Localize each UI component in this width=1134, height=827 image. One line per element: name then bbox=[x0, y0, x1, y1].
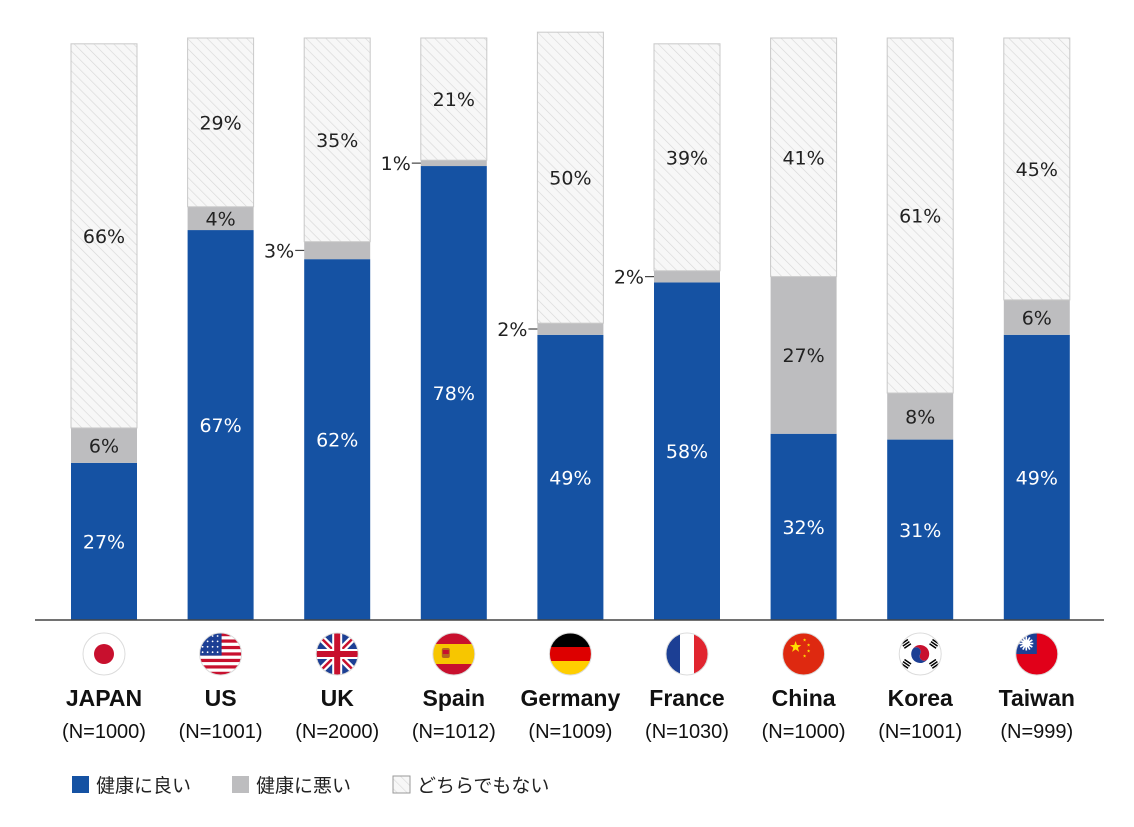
data-label-japan-good: 27% bbox=[83, 531, 125, 553]
bar-japan-bad bbox=[71, 427, 137, 463]
bar-china-bad bbox=[770, 276, 837, 434]
bar-us-good bbox=[187, 230, 254, 620]
data-label-korea-bad: 8% bbox=[905, 406, 935, 428]
data-label-korea-good: 31% bbox=[899, 520, 941, 542]
country-label-germany: Germany bbox=[521, 685, 621, 711]
x-axis-labels: JAPAN (N=1000) US (N=1001) UK (N=2000) Spain (N… bbox=[62, 685, 1075, 743]
legend: 健康に良い 健康に悪い どちらでもない bbox=[72, 775, 549, 797]
data-label-china-good: 32% bbox=[782, 517, 824, 539]
bars-layer: 27% 6% 66% 67% 4% 29% 62% 3% 35% 78% 1% 21% 49% 2% 50%… bbox=[70, 31, 1071, 621]
data-label-germany-neutral: 50% bbox=[549, 168, 591, 190]
data-label-taiwan-good: 49% bbox=[1016, 467, 1058, 489]
bar-france-bad bbox=[654, 270, 720, 283]
data-label-us-good: 67% bbox=[199, 415, 241, 437]
spain-flag-icon bbox=[432, 632, 476, 676]
sample-size-uk: (N=2000) bbox=[295, 721, 379, 743]
uk-flag-icon bbox=[315, 632, 359, 676]
china-flag-icon bbox=[782, 632, 826, 676]
sample-size-japan: (N=1000) bbox=[62, 721, 146, 743]
data-label-spain-neutral: 21% bbox=[433, 89, 475, 111]
data-label-taiwan-bad: 6% bbox=[1022, 307, 1052, 329]
country-label-france: France bbox=[649, 685, 724, 711]
sample-size-taiwan: (N=999) bbox=[1000, 721, 1073, 743]
data-label-germany-bad: 2% bbox=[497, 319, 527, 341]
data-label-uk-neutral: 35% bbox=[316, 130, 358, 152]
bar-uk-neutral bbox=[303, 37, 371, 243]
sample-size-spain: (N=1012) bbox=[412, 721, 496, 743]
country-label-korea: Korea bbox=[888, 685, 953, 711]
data-label-taiwan-neutral: 45% bbox=[1016, 159, 1058, 181]
bar-germany-bad bbox=[537, 323, 604, 335]
bar-uk-bad bbox=[304, 241, 371, 260]
country-label-china: China bbox=[772, 685, 836, 711]
bar-korea-bad bbox=[887, 393, 954, 440]
data-label-japan-neutral: 66% bbox=[83, 226, 125, 248]
data-label-uk-good: 62% bbox=[316, 430, 358, 452]
data-label-japan-bad: 6% bbox=[89, 435, 119, 457]
bar-spain-bad bbox=[420, 160, 487, 167]
bar-us-bad bbox=[187, 206, 254, 231]
legend-label-good: 健康に良い bbox=[96, 775, 191, 797]
data-label-spain-good: 78% bbox=[433, 383, 475, 405]
us-flag-icon bbox=[199, 632, 243, 676]
legend-swatch-neutral bbox=[392, 775, 411, 794]
japan-flag-icon bbox=[82, 632, 126, 676]
sample-size-china: (N=1000) bbox=[762, 721, 846, 743]
data-label-uk-bad: 3% bbox=[264, 240, 294, 262]
data-label-france-neutral: 39% bbox=[666, 147, 708, 169]
bar-us-neutral bbox=[187, 37, 255, 208]
bar-taiwan-good bbox=[1003, 334, 1070, 620]
sample-size-germany: (N=1009) bbox=[528, 721, 612, 743]
data-label-spain-bad: 1% bbox=[381, 153, 411, 175]
sample-size-france: (N=1030) bbox=[645, 721, 729, 743]
bar-spain-neutral bbox=[420, 37, 488, 161]
taiwan-flag-icon bbox=[1015, 632, 1059, 676]
country-label-uk: UK bbox=[321, 685, 355, 711]
data-label-us-neutral: 29% bbox=[199, 112, 241, 134]
germany-flag-icon bbox=[548, 632, 592, 676]
bar-korea-good bbox=[887, 439, 954, 620]
legend-label-bad: 健康に悪い bbox=[256, 775, 351, 797]
bar-france-good bbox=[654, 282, 720, 620]
legend-label-neutral: どちらでもない bbox=[417, 775, 549, 797]
country-label-japan: JAPAN bbox=[66, 685, 142, 711]
bar-uk-good bbox=[304, 259, 371, 620]
korea-flag-icon bbox=[898, 632, 942, 676]
sample-size-us: (N=1001) bbox=[179, 721, 263, 743]
bar-china-good bbox=[770, 433, 837, 620]
legend-swatch-bad bbox=[232, 776, 249, 793]
bar-france-neutral bbox=[653, 43, 721, 272]
bar-germany-neutral bbox=[536, 31, 604, 324]
country-label-taiwan: Taiwan bbox=[999, 685, 1075, 711]
data-label-korea-neutral: 61% bbox=[899, 206, 941, 228]
bar-germany-good bbox=[537, 334, 604, 620]
bar-japan-good bbox=[71, 462, 137, 620]
data-label-china-neutral: 41% bbox=[782, 147, 824, 169]
legend-swatch-good bbox=[72, 776, 89, 793]
data-label-china-bad: 27% bbox=[782, 345, 824, 367]
country-label-spain: Spain bbox=[422, 685, 485, 711]
sample-size-korea: (N=1001) bbox=[878, 721, 962, 743]
data-label-us-bad: 4% bbox=[206, 208, 236, 230]
flags-layer bbox=[82, 632, 1059, 676]
bar-taiwan-neutral bbox=[1003, 37, 1071, 301]
bar-japan-neutral bbox=[70, 43, 138, 429]
country-label-us: US bbox=[205, 685, 237, 711]
data-label-france-good: 58% bbox=[666, 441, 708, 463]
bar-china-neutral bbox=[770, 37, 838, 278]
bar-spain-good bbox=[420, 166, 487, 621]
france-flag-icon bbox=[665, 632, 709, 676]
data-label-germany-good: 49% bbox=[549, 467, 591, 489]
bar-korea-neutral bbox=[886, 37, 954, 394]
data-label-france-bad: 2% bbox=[614, 267, 644, 289]
bar-taiwan-bad bbox=[1003, 299, 1070, 335]
